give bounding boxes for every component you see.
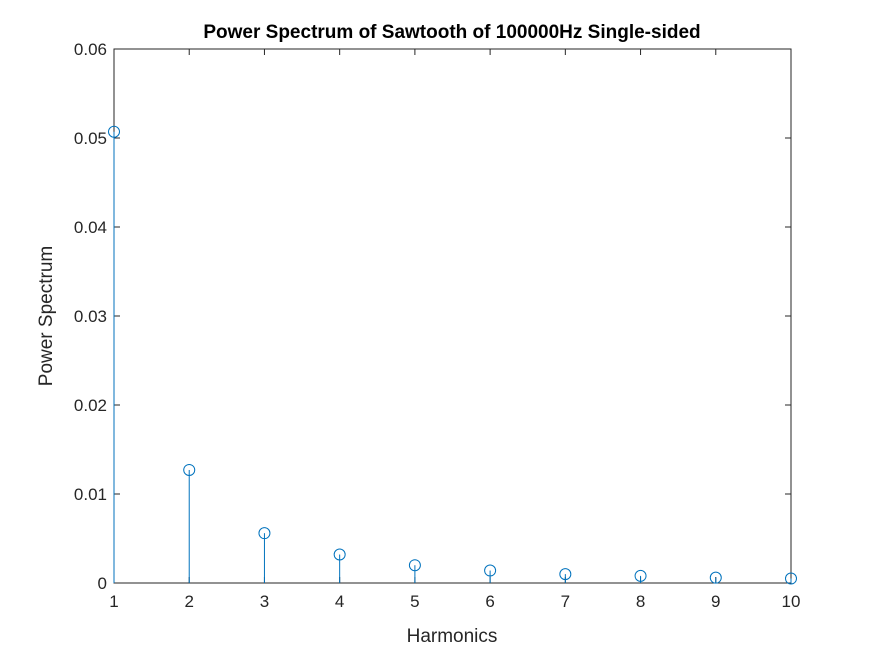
stem-marker [408,559,421,572]
x-tick-label: 2 [184,592,193,611]
stem-marker [709,571,722,584]
x-tick-label: 5 [410,592,419,611]
x-tick-label: 4 [335,592,344,611]
stem-marker [559,568,572,581]
data-series [108,125,797,585]
y-tick-label: 0.06 [74,40,107,59]
y-axis: 0 0.01 0.02 0.03 0.04 0.05 0.06 [74,40,791,593]
stem-marker [634,569,647,582]
stem-marker [484,564,497,577]
y-tick-label: 0 [98,574,107,593]
x-tick-label: 8 [636,592,645,611]
y-tick-label: 0.03 [74,307,107,326]
x-tick-label: 10 [782,592,801,611]
stem-marker [333,548,346,561]
y-axis-label: Power Spectrum [36,246,57,386]
stem-marker [183,463,196,476]
x-tick-label: 6 [485,592,494,611]
x-tick-label: 7 [561,592,570,611]
x-tick-label: 9 [711,592,720,611]
y-tick-label: 0.02 [74,396,107,415]
y-tick-label: 0.01 [74,485,107,504]
x-axis-label: Harmonics [407,626,498,647]
stem-marker [108,125,120,138]
stem-marker [258,527,271,540]
y-tick-label: 0.04 [74,218,107,237]
stem-marker [785,572,797,585]
y-tick-label: 0.05 [74,129,107,148]
x-tick-label: 3 [260,592,269,611]
chart-title: Power Spectrum of Sawtooth of 100000Hz S… [203,22,700,43]
x-tick-label: 1 [109,592,118,611]
